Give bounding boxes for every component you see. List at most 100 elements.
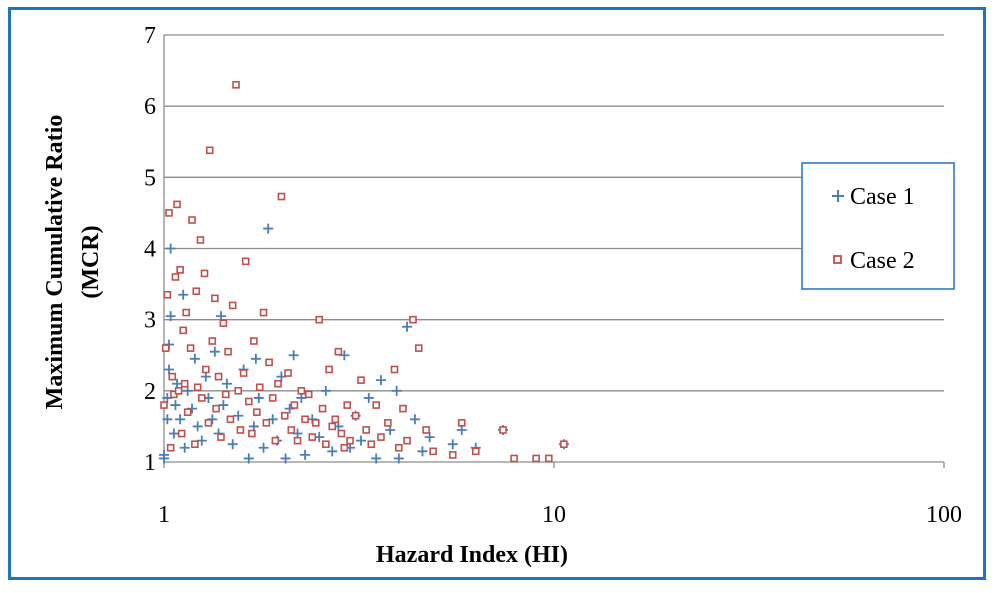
y-tick-label: 2 xyxy=(144,379,156,405)
case-2-point xyxy=(414,344,423,352)
case-2-point xyxy=(160,401,168,409)
case-1-point xyxy=(258,442,269,453)
case-2-point xyxy=(219,319,228,328)
case-2-point xyxy=(340,443,349,452)
case-2-point xyxy=(390,365,399,374)
case-2-point xyxy=(265,358,273,367)
case-2-point xyxy=(224,347,232,356)
case-2-point xyxy=(343,401,352,409)
y-axis-title-line2: (MCR) xyxy=(78,225,104,298)
case-2-point xyxy=(200,269,209,278)
case-2-point xyxy=(268,394,277,402)
case-2-point xyxy=(192,287,201,296)
case-2-point xyxy=(271,436,280,445)
case-2-point xyxy=(510,454,518,463)
case-2-point xyxy=(212,404,220,413)
case-1-point xyxy=(168,428,179,439)
case-2-point xyxy=(232,81,240,89)
case-1-point xyxy=(356,435,367,446)
y-tick-label: 4 xyxy=(144,237,156,263)
case-2-point xyxy=(372,401,380,409)
case-2-point xyxy=(168,372,177,381)
case-2-point xyxy=(165,209,173,217)
case-1-point xyxy=(165,311,176,322)
case-2-point xyxy=(395,443,403,452)
case-2-point xyxy=(197,394,206,402)
legend-label-case-1: Case 1 xyxy=(850,184,915,210)
case-2-point xyxy=(248,429,256,438)
legend: Case 1 Case 2 xyxy=(801,162,955,290)
case-1-point xyxy=(280,453,291,464)
case-2-point xyxy=(560,440,568,449)
case-2-point xyxy=(297,387,306,395)
plus-marker-icon xyxy=(832,190,844,202)
y-tick-labels: 1 2 3 4 5 6 7 xyxy=(144,23,156,476)
case-2-point xyxy=(334,347,343,356)
case-1-point xyxy=(175,414,186,425)
case-2-point xyxy=(166,443,175,452)
x-tick-label: 100 xyxy=(926,502,962,528)
case-2-point xyxy=(532,454,540,463)
y-axis-title: Maximum Cumulative Ratio (MCR) xyxy=(42,115,104,410)
case-2-point xyxy=(311,419,320,427)
y-tick-label: 7 xyxy=(144,23,156,49)
case-2-point xyxy=(448,451,457,459)
case-1-point xyxy=(263,223,274,234)
case-1-point xyxy=(253,392,264,403)
case-2-point xyxy=(255,383,264,392)
case-2-point xyxy=(367,440,376,449)
case-1-point xyxy=(288,350,299,361)
case-2-point xyxy=(331,415,340,424)
legend-label-case-2: Case 2 xyxy=(850,248,915,274)
case-2-point xyxy=(245,397,253,406)
case-2-point xyxy=(280,411,289,420)
case-2-point xyxy=(211,294,219,303)
case-1-point xyxy=(320,385,331,396)
case-1-point xyxy=(162,414,173,425)
case-1-point xyxy=(327,446,338,457)
case-2-point xyxy=(351,411,360,420)
case-2-point xyxy=(384,419,392,427)
case-1-point xyxy=(447,439,458,450)
case-2-point xyxy=(193,383,202,392)
case-1-point xyxy=(402,321,413,332)
case-2-point xyxy=(422,426,430,434)
case-2-point xyxy=(362,426,371,434)
case-2-point xyxy=(357,376,365,384)
case-1-point xyxy=(170,400,181,411)
case-2-point xyxy=(236,426,245,434)
case-2-point xyxy=(196,236,205,244)
x-tick-label: 10 xyxy=(542,502,566,528)
y-tick-label: 3 xyxy=(144,308,156,334)
case-1-point xyxy=(178,289,189,300)
case-2-point xyxy=(471,447,480,456)
case-2-point xyxy=(318,404,327,413)
case-2-point xyxy=(205,146,214,155)
case-2-point xyxy=(163,290,172,299)
case-2-point xyxy=(234,387,243,395)
case-2-point xyxy=(284,369,292,377)
case-1-point xyxy=(243,453,254,464)
case-2-point xyxy=(259,308,268,317)
case-2-point xyxy=(228,301,237,310)
case-2-point xyxy=(457,419,466,427)
case-2-point xyxy=(287,426,296,434)
case-1-point xyxy=(179,442,190,453)
case-2-point xyxy=(176,266,184,274)
case-2-point xyxy=(304,390,313,399)
series-2-points xyxy=(160,81,568,463)
case-2-point xyxy=(241,257,250,266)
case-2-point xyxy=(325,365,333,374)
case-2-point xyxy=(308,433,317,441)
case-1-point xyxy=(189,353,200,364)
case-1-point xyxy=(218,400,229,411)
case-1-point xyxy=(375,375,386,386)
case-2-point xyxy=(174,387,183,395)
case-2-point xyxy=(177,429,186,438)
x-tick-label: 1 xyxy=(158,502,170,528)
case-1-point xyxy=(159,449,169,460)
case-2-point xyxy=(179,326,187,335)
case-2-point xyxy=(403,436,411,445)
y-tick-label: 5 xyxy=(144,165,156,191)
